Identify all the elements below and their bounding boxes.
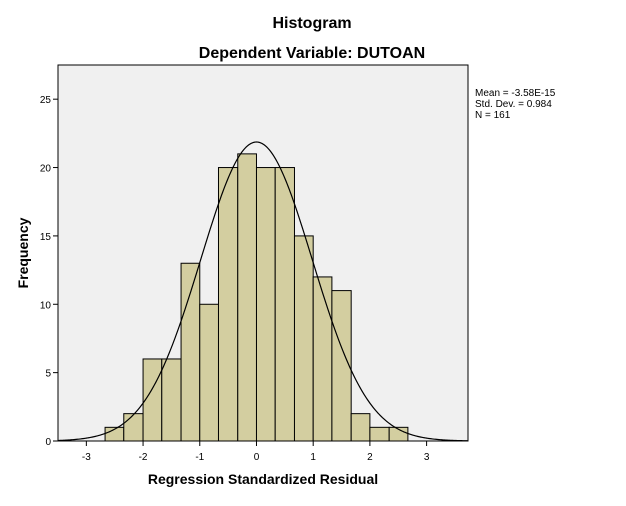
- histogram-bar-7: [237, 153, 257, 442]
- x-tick-label-3: 3: [424, 452, 430, 463]
- histogram-bar-3: [161, 358, 182, 442]
- stats-n: N = 161: [475, 110, 511, 121]
- chart-title: Histogram: [272, 15, 351, 32]
- x-tick-label--3: -3: [82, 452, 91, 463]
- x-tick-label--1: -1: [195, 452, 204, 463]
- histogram-bar-9: [274, 167, 295, 442]
- y-tick-label-15: 15: [40, 232, 52, 243]
- histogram-bar-10: [293, 235, 314, 442]
- y-tick-label-20: 20: [40, 164, 52, 175]
- histogram-bar-8: [255, 167, 276, 442]
- histogram-bar-13: [350, 413, 371, 442]
- histogram-bar-15: [388, 426, 409, 442]
- stats-legend: Mean = -3.58E-15 Std. Dev. = 0.984 N = 1…: [475, 88, 556, 121]
- stats-mean: Mean = -3.58E-15: [475, 88, 556, 99]
- y-tick-label-0: 0: [45, 437, 51, 448]
- x-tick-label-2: 2: [367, 452, 373, 463]
- histogram-bar-4: [180, 262, 201, 442]
- x-tick-label-1: 1: [310, 452, 316, 463]
- histogram-bar-1: [123, 413, 144, 442]
- x-axis-label: Regression Standardized Residual: [148, 471, 378, 487]
- x-tick-label-0: 0: [254, 452, 260, 463]
- y-tick-label-10: 10: [40, 300, 52, 311]
- y-tick-label-5: 5: [45, 369, 51, 380]
- histogram-bar-14: [369, 426, 390, 442]
- y-axis-label: Frequency: [15, 217, 31, 288]
- histogram-bar-6: [217, 167, 239, 442]
- chart-subtitle: Dependent Variable: DUTOAN: [199, 45, 425, 62]
- histogram-bar-5: [199, 303, 219, 442]
- normal-curve-line: [57, 141, 468, 442]
- histogram-bar-11: [312, 276, 333, 442]
- y-tick-label-25: 25: [40, 95, 52, 106]
- histogram-bar-12: [331, 290, 352, 442]
- x-tick-label--2: -2: [139, 452, 148, 463]
- stats-std-dev: Std. Dev. = 0.984: [475, 99, 552, 110]
